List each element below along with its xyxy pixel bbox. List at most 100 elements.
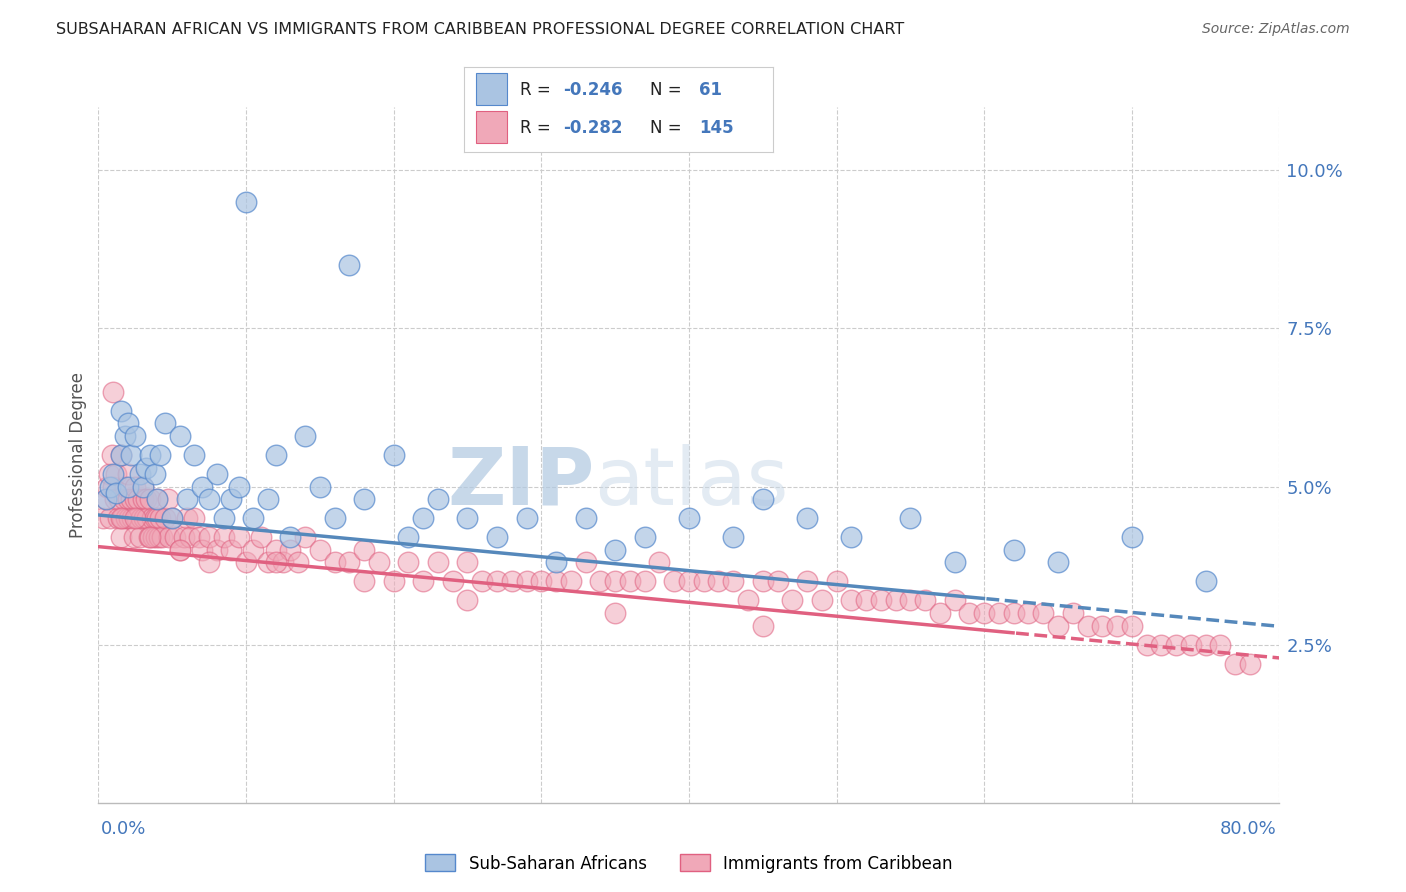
Point — [127, 492, 149, 507]
Point — [1150, 638, 1173, 652]
Point — [1046, 618, 1069, 632]
Point — [264, 556, 287, 570]
Point — [382, 574, 405, 589]
Point — [471, 574, 494, 589]
Point — [1017, 606, 1039, 620]
Point — [146, 492, 169, 507]
Point — [98, 511, 121, 525]
Point — [1032, 606, 1054, 620]
Point — [1077, 618, 1099, 632]
Point — [782, 593, 804, 607]
Point — [162, 511, 183, 525]
Point — [111, 511, 134, 525]
Point — [396, 530, 419, 544]
Text: -0.246: -0.246 — [562, 81, 623, 99]
Point — [136, 511, 159, 525]
Point — [169, 429, 191, 443]
Bar — [477, 73, 508, 105]
Point — [124, 492, 146, 507]
Point — [139, 492, 162, 507]
Point — [117, 479, 139, 493]
Point — [105, 486, 128, 500]
Point — [121, 511, 143, 525]
Text: atlas: atlas — [595, 443, 789, 522]
Point — [810, 593, 832, 607]
Point — [128, 530, 150, 544]
Point — [120, 448, 142, 462]
Text: R =: R = — [520, 81, 555, 99]
Point — [516, 574, 538, 589]
Point — [149, 448, 172, 462]
Point — [264, 448, 287, 462]
Text: 145: 145 — [699, 119, 734, 136]
Point — [250, 530, 273, 544]
Point — [183, 511, 205, 525]
Point — [560, 574, 582, 589]
Point — [145, 530, 167, 544]
Point — [176, 511, 198, 525]
Point — [707, 574, 730, 589]
Point — [841, 530, 863, 544]
Point — [110, 448, 132, 462]
Point — [118, 511, 141, 525]
Point — [825, 574, 848, 589]
Point — [1164, 638, 1187, 652]
Point — [412, 574, 434, 589]
Point — [110, 448, 132, 462]
Point — [205, 542, 228, 557]
Point — [1239, 657, 1261, 671]
Point — [648, 556, 671, 570]
Point — [221, 492, 243, 507]
Point — [124, 479, 146, 493]
Point — [235, 194, 257, 209]
Point — [191, 542, 214, 557]
Point — [132, 479, 155, 493]
Point — [427, 556, 450, 570]
Point — [1180, 638, 1202, 652]
Point — [191, 479, 214, 493]
Point — [412, 511, 434, 525]
Point — [146, 511, 169, 525]
Point — [287, 556, 309, 570]
Point — [104, 492, 127, 507]
Point — [117, 467, 139, 481]
Point — [100, 448, 122, 462]
Point — [441, 574, 464, 589]
Point — [149, 511, 172, 525]
Point — [135, 460, 157, 475]
Point — [143, 467, 166, 481]
Point — [97, 467, 120, 481]
Point — [187, 530, 209, 544]
Point — [169, 542, 191, 557]
Point — [1091, 618, 1114, 632]
Point — [135, 492, 157, 507]
Point — [633, 574, 655, 589]
Point — [619, 574, 641, 589]
Point — [501, 574, 523, 589]
Point — [1195, 638, 1218, 652]
Point — [309, 542, 332, 557]
Point — [132, 479, 155, 493]
Point — [943, 556, 966, 570]
Point — [900, 593, 922, 607]
Text: N =: N = — [650, 119, 686, 136]
Point — [228, 530, 250, 544]
Point — [841, 593, 863, 607]
Point — [353, 542, 375, 557]
Point — [153, 511, 176, 525]
Point — [353, 492, 375, 507]
Point — [987, 606, 1010, 620]
Point — [198, 530, 221, 544]
Point — [198, 492, 221, 507]
Point — [173, 530, 195, 544]
Point — [134, 511, 156, 525]
Point — [139, 448, 162, 462]
Point — [1223, 657, 1246, 671]
Point — [114, 479, 136, 493]
Point — [212, 530, 235, 544]
Point — [141, 511, 163, 525]
Point — [176, 492, 198, 507]
Point — [1121, 618, 1143, 632]
Point — [169, 542, 191, 557]
Point — [107, 511, 129, 525]
